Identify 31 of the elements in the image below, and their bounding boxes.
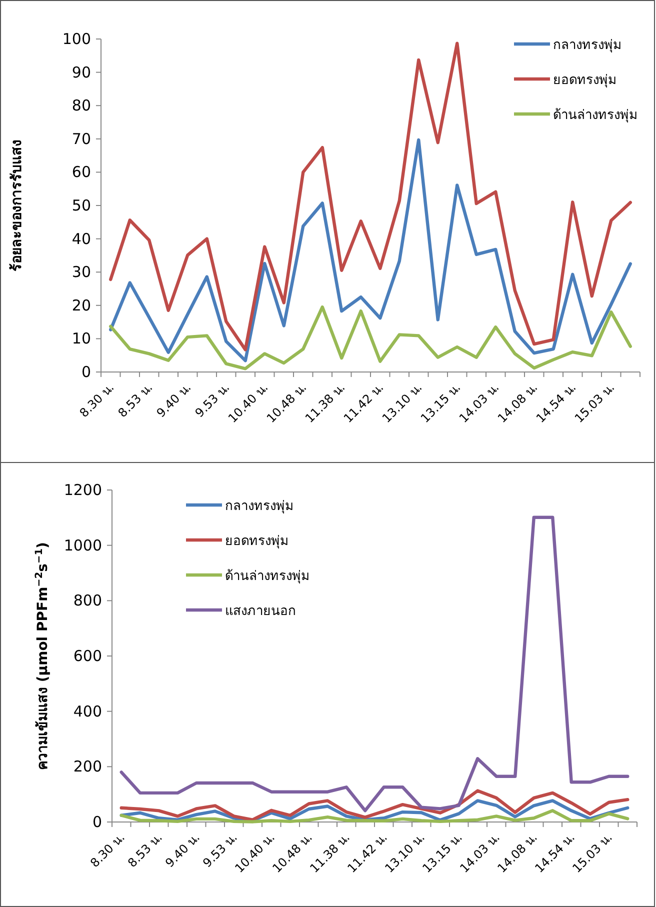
legend-label: ด้านล่างทรงพุ่ม [225, 569, 310, 584]
y-axis-title: ร้อยละของการรับแสง [9, 140, 25, 272]
line-series [120, 516, 630, 812]
y-tick-label: 1200 [64, 481, 102, 499]
y-tick-label: 70 [72, 130, 91, 148]
y-tick-label: 50 [72, 196, 91, 214]
legend-label: ยอดทรงพุ่ม [225, 534, 289, 549]
y-tick-label: 100 [62, 30, 91, 48]
legend-label: กลางทรงพุ่ม [225, 499, 294, 514]
y-tick-label: 60 [72, 163, 91, 182]
y-tick-label: 10 [72, 330, 91, 348]
legend-label: ยอดทรงพุ่ม [553, 73, 617, 88]
legend-label: ด้านล่างทรงพุ่ม [553, 108, 638, 123]
legend-label: แสงภายนอก [225, 604, 296, 619]
y-tick-label: 20 [72, 296, 91, 314]
legend-label: กลางทรงพุ่ม [553, 38, 622, 53]
y-tick-label: 400 [73, 702, 102, 720]
y-tick-label: 40 [72, 230, 91, 248]
y-tick-label: 0 [81, 363, 91, 381]
y-tick-label: 600 [73, 647, 102, 665]
line-series [120, 789, 630, 822]
y-tick-label: 1000 [64, 536, 102, 554]
y-tick-label: 80 [72, 96, 91, 115]
y-tick-label: 90 [72, 63, 91, 82]
line-series [109, 305, 632, 370]
y-tick-label: 800 [73, 592, 102, 610]
y-tick-label: 30 [72, 263, 91, 282]
line-series [120, 809, 630, 824]
line-series [109, 138, 632, 362]
y-tick-label: 0 [92, 813, 102, 831]
y-tick-label: 200 [73, 758, 102, 776]
